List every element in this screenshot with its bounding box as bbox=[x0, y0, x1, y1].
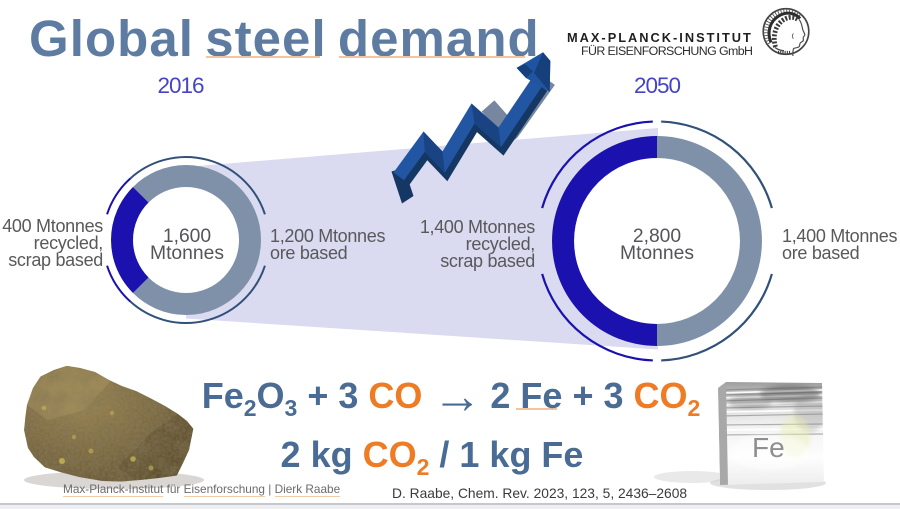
svg-text:Fe: Fe bbox=[752, 432, 785, 463]
